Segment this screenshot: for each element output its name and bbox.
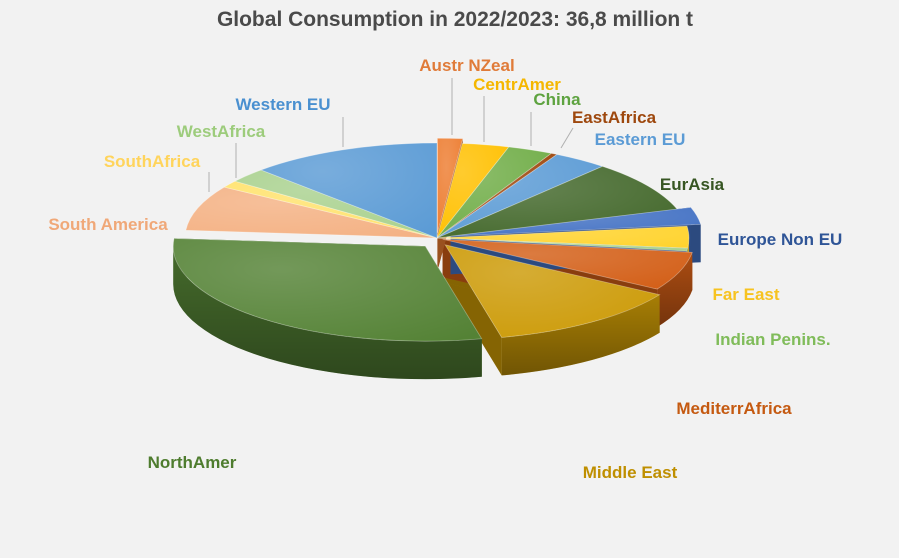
slice-side-mediterrafrica-shade <box>657 252 693 328</box>
slice-south-america-shine <box>185 187 437 238</box>
slice-side-northamer <box>173 246 482 380</box>
label-eastafrica: EastAfrica <box>572 108 657 127</box>
slice-side-mediterrafrica <box>657 252 693 328</box>
slice-southafrica-shine <box>224 181 437 238</box>
slice-tops <box>172 137 702 342</box>
label-south-america: South America <box>48 215 168 234</box>
label-austr-nzeal: Austr NZeal <box>419 56 514 75</box>
slice-mediterrafrica-shine <box>442 239 693 290</box>
leader-lines <box>208 78 574 192</box>
label-mediterrafrica: MediterrAfrica <box>676 399 792 418</box>
label-centramer: CentrAmer <box>473 75 561 94</box>
label-western-eu: Western EU <box>235 95 330 114</box>
label-eurasia: EurAsia <box>660 175 725 194</box>
label-middle-east: Middle East <box>583 463 678 482</box>
slice-side-middle-east <box>501 294 660 376</box>
slice-far-east-shine <box>437 226 689 249</box>
slice-side-northamer-shade <box>173 246 482 380</box>
chart-title: Global Consumption in 2022/2023: 36,8 mi… <box>217 8 693 31</box>
label-southafrica: SouthAfrica <box>104 152 201 171</box>
label-indian-penins: Indian Penins. <box>715 330 830 349</box>
slice-centramer-shine <box>437 143 509 238</box>
slice-europe-non-eu-shine <box>450 207 701 237</box>
label-europe-non-eu: Europe Non EU <box>718 230 843 249</box>
slice-china-shine <box>437 146 552 238</box>
slice-eastern-eu-shine <box>437 154 603 238</box>
label-westafrica: WestAfrica <box>177 122 266 141</box>
slice-eurasia-shine <box>437 166 678 238</box>
label-china: China <box>533 90 581 109</box>
slice-western-eu-shine <box>261 143 437 238</box>
slice-side-middle-east-shade <box>501 294 660 376</box>
slice-eastafrica-shine <box>437 153 558 238</box>
slice-westafrica-shine <box>235 169 437 238</box>
label-eastern-eu: Eastern EU <box>595 130 686 149</box>
slice-middle-east-shine <box>445 244 660 338</box>
leader-eastafrica <box>560 127 574 149</box>
label-northamer: NorthAmer <box>148 453 237 472</box>
slice-indian-penins-shine <box>437 238 688 252</box>
slice-northamer-shine <box>173 238 482 342</box>
label-far-east: Far East <box>712 285 779 304</box>
slice-austr-nzeal-shine <box>437 138 463 234</box>
